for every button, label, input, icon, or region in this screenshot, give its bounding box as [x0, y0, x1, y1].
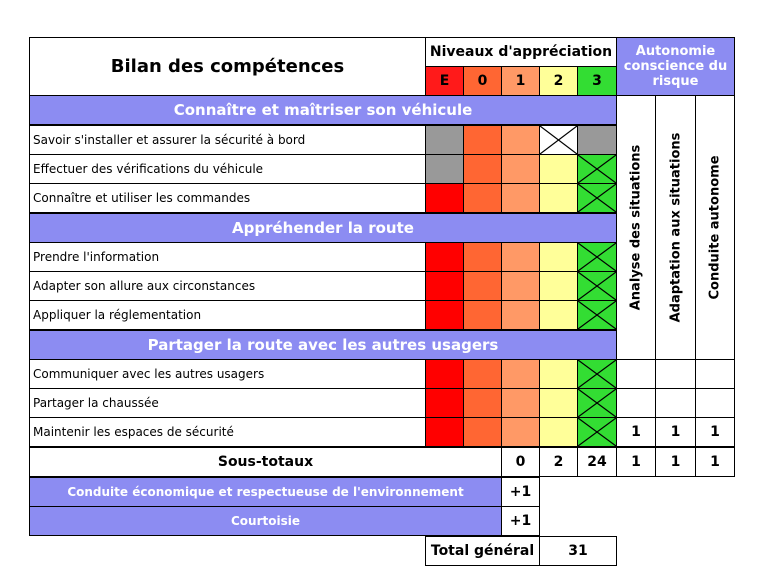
level-header-3: 3	[577, 66, 617, 96]
level-cell-marked	[539, 125, 578, 155]
level-cell	[463, 154, 502, 184]
level-header-0: 0	[463, 66, 502, 96]
skill-label: Effectuer des vérifications du véhicule	[29, 154, 426, 184]
level-cell	[501, 271, 540, 301]
autonomy-column-analyse: Analyse des situations	[616, 95, 656, 360]
cross-mark-icon	[578, 243, 616, 271]
cross-mark-icon	[578, 301, 616, 329]
subtotal-value: 24	[577, 447, 617, 477]
level-cell	[501, 388, 540, 418]
skill-label: Adapter son allure aux circonstances	[29, 271, 426, 301]
cross-mark-icon	[578, 389, 616, 417]
extra-label-courtoisie: Courtoisie	[29, 506, 502, 536]
skill-label: Appliquer la réglementation	[29, 300, 426, 330]
level-cell	[577, 125, 617, 155]
autonomy-column-adaptation: Adaptation aux situations	[655, 95, 696, 360]
autonomy-header: Autonomie conscience du risque	[616, 37, 735, 96]
level-cell	[539, 242, 578, 272]
autonomy-cell	[655, 388, 696, 418]
level-cell-marked	[577, 271, 617, 301]
level-cell	[501, 183, 540, 213]
autonomy-value: 1	[695, 417, 735, 447]
total-value: 31	[539, 536, 617, 566]
level-cell	[425, 388, 464, 418]
subtotals-label: Sous-totaux	[29, 447, 502, 477]
level-cell	[425, 417, 464, 447]
autonomy-cell	[695, 388, 735, 418]
subtotal-value: 1	[616, 447, 656, 477]
extra-value: +1	[501, 477, 540, 507]
level-cell	[425, 154, 464, 184]
level-cell	[425, 125, 464, 155]
skill-label: Prendre l'information	[29, 242, 426, 272]
section-title-vehicule: Connaître et maîtriser son véhicule	[29, 95, 617, 125]
total-label: Total général	[425, 536, 540, 566]
cross-mark-icon	[578, 184, 616, 212]
level-cell	[539, 183, 578, 213]
subtotal-value: 2	[539, 447, 578, 477]
autonomy-cell	[655, 359, 696, 389]
level-cell	[463, 242, 502, 272]
level-cell-marked	[577, 300, 617, 330]
page-title: Bilan des compétences	[29, 37, 426, 96]
skill-label: Connaître et utiliser les commandes	[29, 183, 426, 213]
cross-mark-icon	[578, 418, 616, 446]
level-cell	[425, 242, 464, 272]
autonomy-value: 1	[655, 417, 696, 447]
levels-header: Niveaux d'appréciation	[425, 37, 617, 67]
level-cell	[501, 417, 540, 447]
level-cell-marked	[577, 154, 617, 184]
skill-label: Savoir s'installer et assurer la sécurit…	[29, 125, 426, 155]
level-cell	[463, 183, 502, 213]
cross-mark-icon	[578, 272, 616, 300]
level-cell	[425, 271, 464, 301]
level-cell	[501, 125, 540, 155]
skill-label: Partager la chaussée	[29, 388, 426, 418]
level-cell	[425, 300, 464, 330]
level-cell	[539, 388, 578, 418]
level-cell-marked	[577, 388, 617, 418]
level-header-2: 2	[539, 66, 578, 96]
level-cell	[501, 154, 540, 184]
cross-mark-icon	[540, 126, 577, 154]
level-cell	[463, 271, 502, 301]
level-cell	[539, 154, 578, 184]
level-header-e: E	[425, 66, 464, 96]
level-header-1: 1	[501, 66, 540, 96]
level-cell	[463, 125, 502, 155]
level-cell	[501, 242, 540, 272]
level-cell	[463, 300, 502, 330]
subtotal-value: 0	[501, 447, 540, 477]
level-cell	[463, 359, 502, 389]
level-cell	[463, 417, 502, 447]
autonomy-cell	[695, 359, 735, 389]
skill-label: Communiquer avec les autres usagers	[29, 359, 426, 389]
autonomy-cell	[616, 359, 656, 389]
level-cell	[425, 359, 464, 389]
level-cell	[539, 417, 578, 447]
level-cell	[463, 388, 502, 418]
cross-mark-icon	[578, 155, 616, 183]
subtotal-value: 1	[655, 447, 696, 477]
level-cell-marked	[577, 359, 617, 389]
level-cell	[501, 300, 540, 330]
subtotal-value: 1	[695, 447, 735, 477]
extra-label-eco: Conduite économique et respectueuse de l…	[29, 477, 502, 507]
section-title-route: Appréhender la route	[29, 213, 617, 243]
level-cell	[501, 359, 540, 389]
autonomy-cell	[616, 388, 656, 418]
level-cell-marked	[577, 183, 617, 213]
level-cell-marked	[577, 242, 617, 272]
level-cell	[539, 271, 578, 301]
extra-value: +1	[501, 506, 540, 536]
level-cell	[539, 359, 578, 389]
autonomy-column-conduite: Conduite autonome	[695, 95, 735, 360]
cross-mark-icon	[578, 360, 616, 388]
level-cell	[425, 183, 464, 213]
skill-label: Maintenir les espaces de sécurité	[29, 417, 426, 447]
autonomy-value: 1	[616, 417, 656, 447]
level-cell-marked	[577, 417, 617, 447]
level-cell	[539, 300, 578, 330]
section-title-usagers: Partager la route avec les autres usager…	[29, 330, 617, 360]
